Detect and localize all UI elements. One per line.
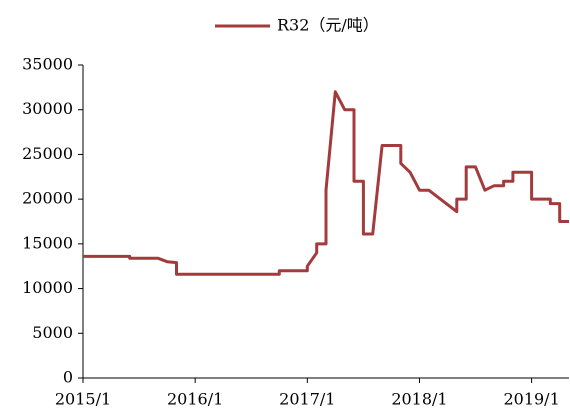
y-tick-label: 30000 [22, 99, 73, 118]
x-tick-label: 2017/1 [279, 390, 335, 409]
y-tick-label: 20000 [22, 189, 73, 208]
y-tick-label: 10000 [22, 278, 73, 297]
x-tick-label: 2019/1 [503, 390, 559, 409]
x-tick-label: 2016/1 [167, 390, 223, 409]
y-tick-label: 5000 [32, 323, 73, 342]
line-series [83, 90, 569, 276]
y-tick-label: 15000 [22, 233, 73, 252]
x-tick-label: 2015/1 [55, 390, 111, 409]
legend-label: R32（元/吨） [277, 16, 379, 35]
x-tick-label: 2018/1 [391, 390, 447, 409]
y-tick-label: 0 [63, 368, 73, 387]
y-tick-label: 35000 [22, 55, 73, 74]
y-tick-label: 25000 [22, 144, 73, 163]
